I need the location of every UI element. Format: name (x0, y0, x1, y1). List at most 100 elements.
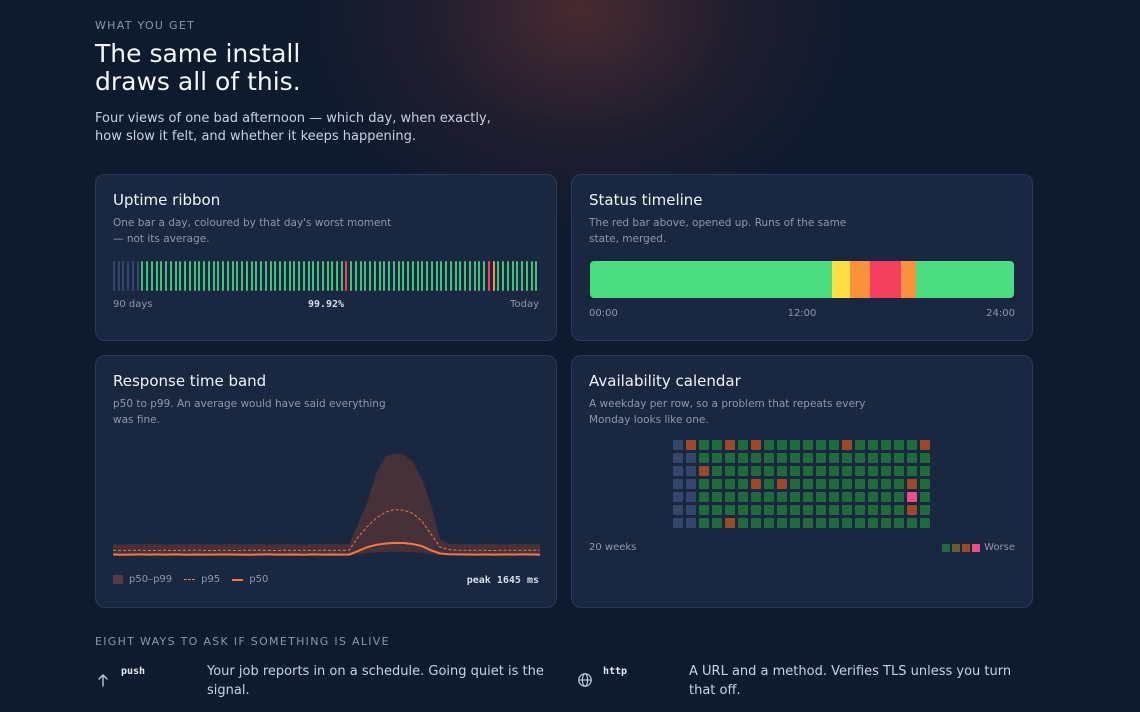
calendar-day-cell (920, 479, 930, 489)
calendar-day-cell (725, 518, 735, 528)
calendar-day-cell (790, 492, 800, 502)
calendar-day-cell (907, 518, 917, 528)
calendar-day-cell (712, 518, 722, 528)
calendar-day-cell (764, 440, 774, 450)
calendar-day-cell (894, 479, 904, 489)
uptime-ribbon-desc: One bar a day, coloured by that day's wo… (113, 217, 392, 245)
calendar-day-cell (894, 518, 904, 528)
calendar-day-cell (673, 466, 683, 476)
ribbon-day-bar (435, 261, 438, 291)
calendar-day-cell (686, 479, 696, 489)
hero-headline: The same install draws all of this. (95, 40, 301, 96)
ribbon-day-bar (373, 261, 376, 291)
calendar-day-cell (842, 440, 852, 450)
calendar-day-cell (738, 518, 748, 528)
calendar-day-cell (751, 466, 761, 476)
ribbon-day-bar (535, 261, 538, 291)
calendar-day-cell (777, 440, 787, 450)
calendar-day-cell (816, 505, 826, 515)
calendar-day-cell (829, 505, 839, 515)
calendar-day-cell (907, 466, 917, 476)
legend-p50-label: p50 (249, 574, 269, 585)
ribbon-day-bar (274, 261, 277, 291)
response-band-desc: p50 to p99. An average would have said e… (113, 398, 386, 426)
calendar-day-cell (829, 518, 839, 528)
calendar-legend: Worse (942, 542, 1015, 553)
calendar-day-cell (816, 440, 826, 450)
ribbon-day-bar (340, 261, 343, 291)
calendar-day-cell (777, 505, 787, 515)
calendar-day-cell (751, 453, 761, 463)
ribbon-day-bar (506, 261, 509, 291)
calendar-day-cell (868, 440, 878, 450)
band-swatch (113, 575, 123, 584)
ribbon-day-bar (321, 261, 324, 291)
ribbon-day-bar (155, 261, 158, 291)
dashed-line-swatch (184, 579, 196, 580)
timeline-axis-start: 00:00 (589, 308, 618, 319)
calendar-day-cell (881, 518, 891, 528)
calendar-day-cell (686, 440, 696, 450)
calendar-day-cell (777, 492, 787, 502)
ribbon-day-bar (260, 261, 263, 291)
calendar-day-cell (868, 518, 878, 528)
calendar-day-cell (751, 479, 761, 489)
calendar-day-cell (855, 453, 865, 463)
ribbon-day-bar (421, 261, 424, 291)
calendar-day-cell (673, 518, 683, 528)
ribbon-day-bar (430, 261, 433, 291)
ribbon-day-bar (226, 261, 229, 291)
calendar-day-cell (894, 440, 904, 450)
ribbon-day-bar (207, 261, 210, 291)
calendar-day-cell (790, 440, 800, 450)
ribbon-day-bar (516, 261, 519, 291)
calendar-day-cell (712, 466, 722, 476)
ribbon-day-bar (530, 261, 533, 291)
calendar-day-cell (699, 440, 709, 450)
calendar-day-cell (738, 492, 748, 502)
feature-http-keyword: http (603, 666, 628, 677)
ribbon-day-bar (464, 261, 467, 291)
calendar-day-cell (894, 492, 904, 502)
calendar-day-cell (816, 453, 826, 463)
ribbon-day-bar (122, 261, 125, 291)
calendar-day-cell (829, 492, 839, 502)
calendar-day-cell (725, 505, 735, 515)
section-eyebrow: EIGHT WAYS TO ASK IF SOMETHING IS ALIVE (95, 635, 390, 648)
calendar-day-cell (855, 492, 865, 502)
calendar-day-cell (842, 466, 852, 476)
calendar-day-cell (790, 505, 800, 515)
ribbon-day-bar (150, 261, 153, 291)
calendar-day-cell (803, 479, 813, 489)
ribbon-day-bar (236, 261, 239, 291)
ribbon-day-bar (188, 261, 191, 291)
ribbon-day-bar (169, 261, 172, 291)
legend-swatch-bad (972, 543, 981, 552)
calendar-day-cell (868, 466, 878, 476)
calendar-day-cell (699, 518, 709, 528)
calendar-day-cell (764, 453, 774, 463)
calendar-day-cell (816, 518, 826, 528)
ribbon-day-bar (407, 261, 410, 291)
calendar-day-cell (777, 453, 787, 463)
ribbon-day-bar (350, 261, 353, 291)
calendar-day-cell (686, 518, 696, 528)
calendar-day-cell (725, 479, 735, 489)
calendar-day-cell (868, 505, 878, 515)
calendar-day-cell (738, 505, 748, 515)
calendar-day-cell (712, 440, 722, 450)
calendar-day-cell (907, 440, 917, 450)
ribbon-day-bar (179, 261, 182, 291)
ribbon-day-bar (317, 261, 319, 291)
calendar-day-cell (790, 466, 800, 476)
calendar-day-cell (686, 505, 696, 515)
ribbon-day-bar (468, 261, 471, 291)
uptime-ribbon-card: Uptime ribbon One bar a day, coloured by… (95, 174, 557, 341)
calendar-day-cell (816, 466, 826, 476)
ribbon-day-bar (392, 261, 395, 291)
response-band-title: Response time band (113, 372, 267, 390)
calendar-day-cell (842, 505, 852, 515)
ribbon-day-bar (521, 261, 524, 291)
calendar-day-cell (842, 518, 852, 528)
calendar-day-cell (881, 479, 891, 489)
